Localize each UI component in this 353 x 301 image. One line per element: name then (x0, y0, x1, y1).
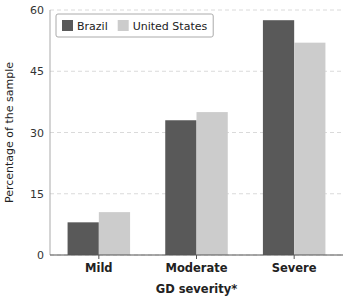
bar (99, 212, 130, 255)
legend-frame (56, 14, 213, 37)
chart-svg: 0 15 30 45 60 Mild Moderate Severe GD severity* P… (0, 0, 353, 301)
y-tick-label: 30 (30, 127, 44, 140)
legend-label: Brazil (77, 20, 108, 33)
x-tick-label: Severe (272, 261, 317, 275)
grid-line (50, 10, 343, 11)
x-tick (196, 255, 197, 259)
legend-label: United States (133, 20, 208, 33)
chart-container: 0 15 30 45 60 Mild Moderate Severe GD severity* P… (0, 0, 353, 301)
y-tick-label: 60 (30, 4, 44, 17)
y-tick-label: 15 (30, 188, 44, 201)
bar (165, 120, 196, 255)
x-tick (98, 255, 99, 259)
bar (294, 43, 325, 255)
legend: Brazil United States (56, 14, 213, 37)
legend-swatch (118, 20, 129, 31)
x-tick (294, 255, 295, 259)
y-tick-label: 0 (37, 249, 44, 262)
bar (197, 112, 228, 255)
bars (68, 20, 326, 255)
x-tick-label: Mild (85, 261, 113, 275)
y-axis-line (50, 10, 51, 255)
x-tick-label: Moderate (165, 261, 227, 275)
y-axis-label: Percentage of the sample (3, 62, 16, 203)
bar (263, 20, 294, 255)
legend-swatch (62, 20, 73, 31)
x-axis-label: GD severity* (156, 282, 238, 296)
y-tick-label: 45 (30, 65, 44, 78)
bar (68, 222, 99, 255)
